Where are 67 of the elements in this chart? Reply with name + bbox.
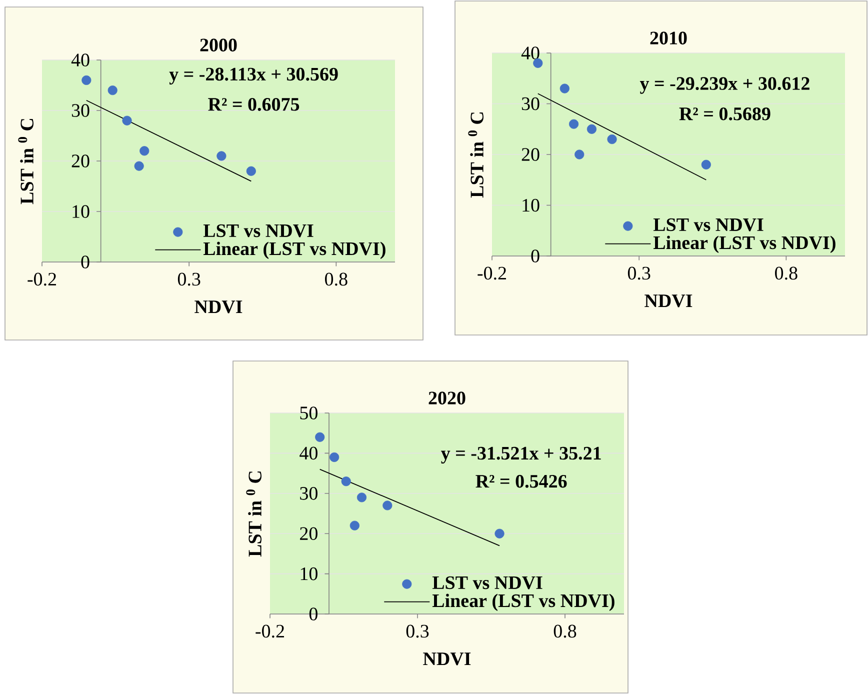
annotation: R² = 0.5689 (679, 107, 770, 120)
point (330, 452, 340, 462)
y-tick-label: 30 (300, 487, 318, 500)
legend-label: LST vs NDVI (653, 218, 764, 232)
y-tick-label: 10 (72, 205, 90, 218)
annotation: R² = 0.6075 (208, 98, 300, 111)
point (108, 86, 118, 96)
annotation: y = -29.239x + 30.612 (640, 77, 810, 94)
annotation: y = -28.113x + 30.569 (169, 68, 338, 85)
y-tick-label: 50 (300, 406, 318, 420)
y-tick-label: 20 (72, 154, 90, 168)
point (560, 84, 570, 94)
y-tick-label: 10 (300, 567, 318, 580)
y-axis-title: LST in $^{0}$ C (246, 472, 262, 557)
point (140, 146, 150, 156)
point (216, 151, 226, 161)
y-tick-label: 40 (71, 54, 90, 66)
point (246, 166, 256, 176)
point (382, 500, 392, 510)
point (701, 160, 711, 170)
x-tick-label: 0.3 (406, 624, 429, 638)
y-tick-label: 40 (300, 446, 318, 460)
x-tick-label: -0.2 (256, 624, 284, 638)
point (568, 119, 579, 129)
legend-label: LST vs NDVI (432, 576, 542, 590)
x-axis-title: NDVI (194, 300, 242, 314)
point (574, 150, 584, 160)
point (315, 432, 325, 442)
x-axis-title: NDVI (423, 652, 471, 666)
x-tick-label: 0.8 (554, 624, 576, 638)
y-tick-label: 20 (522, 148, 540, 161)
x-tick-label: -0.2 (28, 272, 56, 286)
point (134, 161, 144, 171)
annotation: R² = 0.5426 (476, 474, 567, 488)
y-tick-label: 20 (300, 527, 318, 540)
chart-title: 2000 (200, 38, 237, 52)
point (494, 528, 504, 538)
legend-label: Linear (LST vs NDVI) (203, 242, 386, 259)
legend-label: Linear (LST vs NDVI) (653, 236, 836, 253)
x-tick-label: -0.2 (478, 266, 506, 280)
point (122, 116, 132, 126)
y-tick-label: 40 (521, 46, 540, 60)
y-axis-title: LST in $^{0}$ C (18, 119, 34, 204)
x-tick-label: 0.3 (178, 272, 200, 286)
x-axis-title: NDVI (644, 294, 692, 308)
y-tick-label: 0 (81, 256, 90, 268)
point (533, 58, 543, 68)
point (82, 75, 92, 85)
chart-title: 2010 (650, 32, 687, 44)
legend-label: LST vs NDVI (203, 224, 314, 238)
y-tick-label: 0 (531, 250, 540, 262)
y-tick-label: 0 (309, 608, 318, 620)
legend-label: Linear (LST vs NDVI) (432, 594, 614, 611)
point (341, 476, 351, 486)
point (350, 520, 360, 530)
y-tick-label: 30 (522, 97, 540, 110)
chart-title: 2020 (428, 392, 466, 404)
point (607, 134, 617, 144)
y-tick-label: 10 (522, 198, 540, 212)
y-tick-label: 30 (72, 104, 90, 117)
x-tick-label: 0.8 (325, 272, 348, 286)
point (356, 492, 367, 502)
point (586, 124, 597, 134)
x-tick-label: 0.3 (628, 266, 650, 280)
annotation: y = -31.521x + 35.21 (441, 446, 601, 464)
y-axis-title: LST in $^{0}$ C (468, 112, 484, 198)
x-tick-label: 0.8 (775, 266, 798, 280)
